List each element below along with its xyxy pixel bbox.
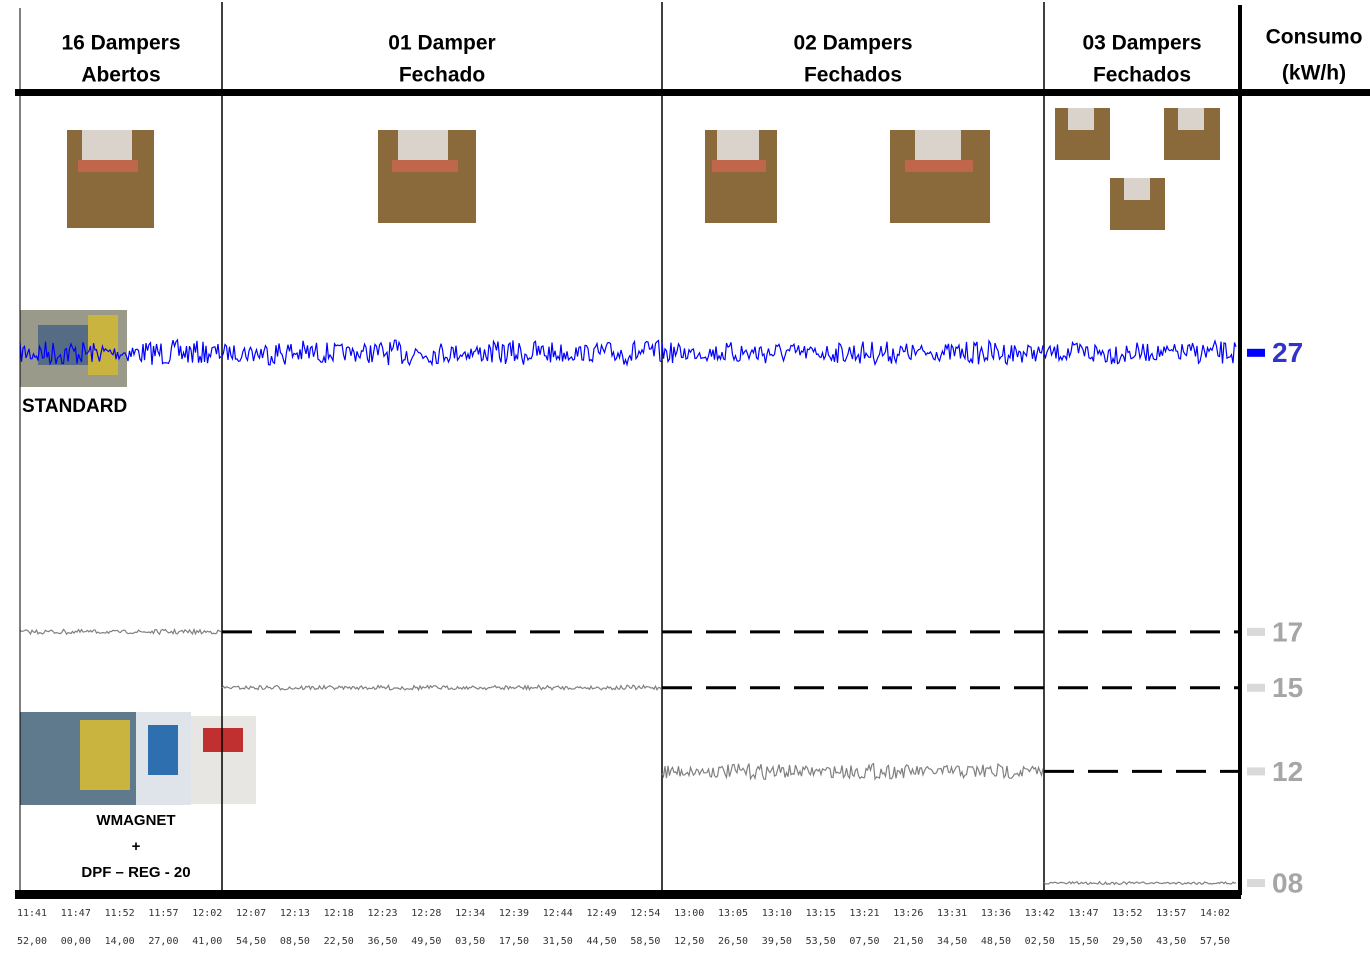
section-header: Fechados [1093, 64, 1191, 87]
y-axis-label: Consumo [1266, 26, 1363, 49]
x-tick-sublabel: 41,00 [192, 936, 222, 947]
x-tick-label: 13:42 [1025, 908, 1055, 919]
x-tick-sublabel: 53,50 [806, 936, 836, 947]
x-tick-label: 12:54 [630, 908, 660, 919]
x-tick-sublabel: 08,50 [280, 936, 310, 947]
section-header: Abertos [81, 64, 160, 87]
x-tick-label: 13:05 [718, 908, 748, 919]
value-label: 27 [1272, 337, 1303, 368]
x-tick-sublabel: 14,00 [105, 936, 135, 947]
x-tick-sublabel: 17,50 [499, 936, 529, 947]
x-tick-label: 14:02 [1200, 908, 1230, 919]
x-tick-sublabel: 36,50 [367, 936, 397, 947]
x-tick-label: 11:52 [105, 908, 135, 919]
x-tick-label: 12:07 [236, 908, 266, 919]
x-tick-sublabel: 27,00 [148, 936, 178, 947]
legend-entry: + [132, 838, 141, 855]
x-tick-sublabel: 44,50 [587, 936, 617, 947]
x-tick-label: 13:52 [1112, 908, 1142, 919]
x-tick-sublabel: 26,50 [718, 936, 748, 947]
x-tick-sublabel: 48,50 [981, 936, 1011, 947]
section-header: Fechado [399, 64, 485, 87]
chart: 16 Dampers Abertos 01 Damper Fechado 02 Damp… [0, 0, 1370, 953]
section-header: 03 Dampers [1082, 32, 1201, 55]
x-tick-label: 13:47 [1069, 908, 1099, 919]
x-tick-sublabel: 58,50 [630, 936, 660, 947]
section-header: 16 Dampers [61, 32, 180, 55]
legend-entry: DPF – REG - 20 [81, 864, 190, 881]
section-header: Fechados [804, 64, 902, 87]
x-tick-label: 11:57 [148, 908, 178, 919]
section-header: 01 Damper [388, 32, 495, 55]
x-tick-label: 13:15 [806, 908, 836, 919]
x-tick-sublabel: 34,50 [937, 936, 967, 947]
x-tick-label: 13:21 [849, 908, 879, 919]
x-tick-label: 13:00 [674, 908, 704, 919]
legend-entry: STANDARD [22, 396, 127, 417]
x-tick-label: 12:13 [280, 908, 310, 919]
level-tick [1247, 879, 1265, 887]
value-label: 17 [1272, 616, 1303, 647]
photos [20, 108, 1220, 805]
level-tick [1247, 767, 1265, 775]
signal [222, 685, 662, 690]
x-tick-sublabel: 29,50 [1112, 936, 1142, 947]
x-tick-label: 13:10 [762, 908, 792, 919]
signal [1044, 341, 1236, 364]
value-label: 15 [1272, 672, 1303, 703]
value-label: 08 [1272, 867, 1303, 898]
x-tick-sublabel: 39,50 [762, 936, 792, 947]
y-axis-label: (kW/h) [1282, 62, 1346, 85]
x-tick-label: 12:49 [587, 908, 617, 919]
x-tick-label: 13:26 [893, 908, 923, 919]
level-tick [1247, 684, 1265, 692]
signal [662, 764, 1043, 780]
x-tick-sublabel: 15,50 [1069, 936, 1099, 947]
signal [662, 341, 1043, 364]
signal [20, 629, 221, 634]
value-label: 12 [1272, 756, 1303, 787]
level-tick [1247, 349, 1265, 357]
x-tick-label: 13:31 [937, 908, 967, 919]
x-tick-sublabel: 49,50 [411, 936, 441, 947]
x-tick-label: 12:44 [543, 908, 573, 919]
x-tick-sublabel: 22,50 [324, 936, 354, 947]
x-tick-sublabel: 57,50 [1200, 936, 1230, 947]
x-tick-label: 12:23 [367, 908, 397, 919]
x-tick-sublabel: 21,50 [893, 936, 923, 947]
x-tick-label: 11:47 [61, 908, 91, 919]
x-tick-sublabel: 31,50 [543, 936, 573, 947]
legend-entry: WMAGNET [96, 812, 175, 829]
x-tick-sublabel: 00,00 [61, 936, 91, 947]
x-tick-sublabel: 03,50 [455, 936, 485, 947]
level-tick [1247, 628, 1265, 636]
x-tick-label: 13:36 [981, 908, 1011, 919]
x-tick-label: 11:41 [17, 908, 47, 919]
signal [222, 340, 662, 365]
x-tick-sublabel: 02,50 [1025, 936, 1055, 947]
x-tick-sublabel: 54,50 [236, 936, 266, 947]
x-tick-label: 12:34 [455, 908, 485, 919]
x-tick-label: 12:02 [192, 908, 222, 919]
x-tick-sublabel: 52,00 [17, 936, 47, 947]
signal [1044, 882, 1236, 885]
x-tick-label: 12:18 [324, 908, 354, 919]
x-tick-sublabel: 07,50 [849, 936, 879, 947]
x-tick-label: 12:28 [411, 908, 441, 919]
x-tick-label: 13:57 [1156, 908, 1186, 919]
x-tick-sublabel: 12,50 [674, 936, 704, 947]
section-header: 02 Dampers [793, 32, 912, 55]
x-tick-label: 12:39 [499, 908, 529, 919]
x-tick-sublabel: 43,50 [1156, 936, 1186, 947]
